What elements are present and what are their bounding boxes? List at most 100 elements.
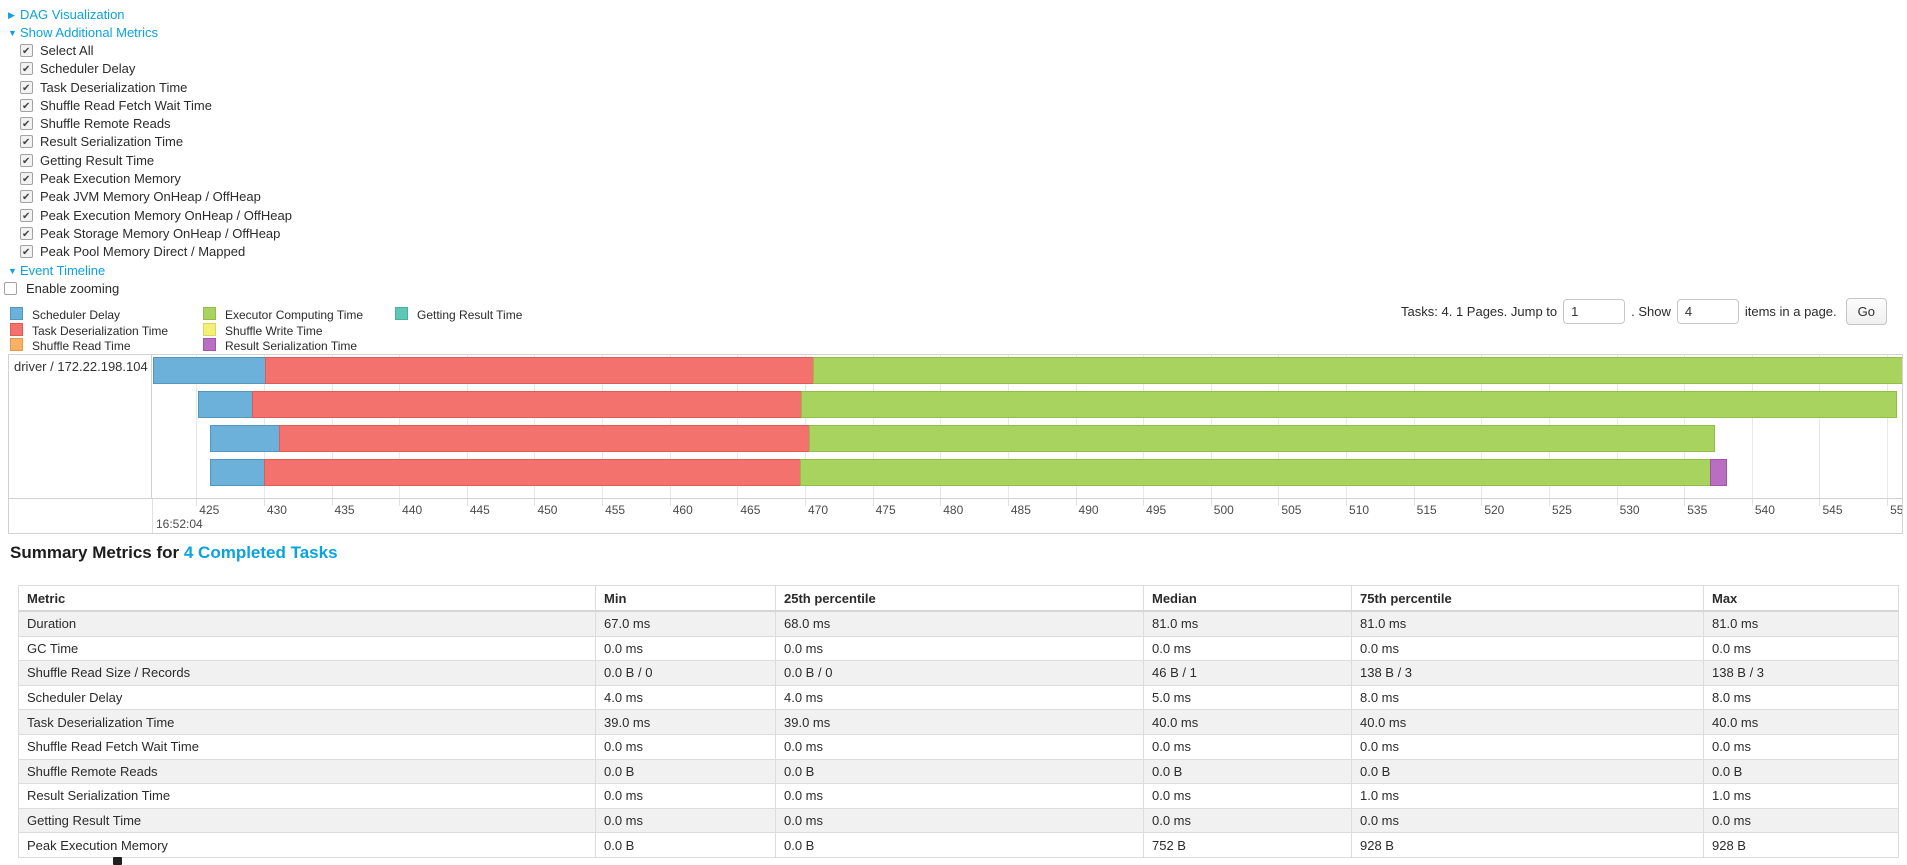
axis-tick-label: 535 bbox=[1687, 503, 1708, 517]
task-bar-segment-executor-computing[interactable] bbox=[813, 357, 1902, 384]
metric-value-cell: 0.0 ms bbox=[775, 635, 1144, 662]
metric-checkbox-item: Peak Execution Memory bbox=[20, 170, 292, 189]
metric-checkbox[interactable] bbox=[20, 189, 33, 208]
dag-visualization-toggle[interactable]: ▶ DAG Visualization bbox=[8, 6, 292, 24]
metric-value-cell: 138 B / 3 bbox=[1703, 660, 1899, 686]
legend-label: Executor Computing Time bbox=[225, 308, 364, 322]
jump-to-page-input[interactable] bbox=[1563, 298, 1626, 324]
metric-name-cell: GC Time bbox=[18, 635, 596, 662]
metric-checkbox-item: Peak JVM Memory OnHeap / OffHeap bbox=[20, 188, 292, 208]
metric-checkbox[interactable] bbox=[20, 61, 33, 80]
metric-checkbox[interactable] bbox=[20, 98, 33, 116]
metric-checkbox-item: Peak Execution Memory OnHeap / OffHeap bbox=[20, 207, 292, 226]
event-timeline-link[interactable]: Event Timeline bbox=[20, 262, 106, 278]
task-bar-segment-scheduler-delay[interactable] bbox=[209, 425, 281, 452]
legend-swatch-icon bbox=[10, 338, 23, 352]
metric-name-cell: Shuffle Read Fetch Wait Time bbox=[18, 733, 596, 760]
task-bar-segment-scheduler-delay[interactable] bbox=[209, 459, 266, 486]
metric-value-cell: 0.0 B bbox=[595, 832, 776, 858]
axis-tick bbox=[1413, 499, 1415, 506]
table-row: GC Time 0.0 ms 0.0 ms 0.0 ms 0.0 ms 0.0 ms bbox=[18, 635, 1899, 662]
table-header-cell: Max bbox=[1703, 585, 1899, 612]
show-additional-metrics-toggle[interactable]: ▼ Show Additional Metrics bbox=[8, 24, 292, 42]
axis-tick bbox=[466, 499, 468, 506]
table-header-cell: Median bbox=[1143, 585, 1352, 612]
metric-value-cell: 4.0 ms bbox=[595, 684, 776, 711]
timeline-bars-region: driver / 172.22.198.104 bbox=[9, 355, 1902, 498]
metric-checkbox-label: Result Serialization Time bbox=[40, 134, 184, 150]
metric-value-cell: 40.0 ms bbox=[1143, 709, 1352, 735]
task-bar-segment-result-serialization[interactable] bbox=[1709, 459, 1727, 486]
axis-tick-label: 440 bbox=[402, 503, 423, 517]
table-row: Duration 67.0 ms 68.0 ms 81.0 ms 81.0 ms 81.0… bbox=[18, 610, 1899, 637]
metric-value-cell: 0.0 ms bbox=[595, 733, 776, 760]
metric-checkbox-label: Scheduler Delay bbox=[40, 61, 136, 77]
axis-tick-label: 475 bbox=[875, 503, 896, 517]
axis-tick bbox=[1887, 499, 1889, 506]
enable-zooming-option: Enable zooming bbox=[4, 280, 292, 298]
table-row: Shuffle Read Size / Records 0.0 B / 0 0.0 … bbox=[18, 660, 1899, 686]
legend-item: Scheduler Delay bbox=[10, 307, 203, 323]
task-bar-segment-task-deserialization[interactable] bbox=[251, 391, 803, 418]
axis-tick bbox=[1143, 499, 1145, 506]
table-row: Peak Execution Memory 0.0 B 0.0 B 752 B 928 … bbox=[18, 832, 1899, 858]
task-bar-segment-task-deserialization[interactable] bbox=[263, 459, 802, 486]
metric-checkbox[interactable] bbox=[20, 171, 33, 189]
axis-tick-label: 435 bbox=[334, 503, 355, 517]
legend-label: Shuffle Write Time bbox=[225, 323, 323, 338]
metric-name-cell: Getting Result Time bbox=[18, 807, 596, 834]
table-header-row: Metric Min 25th percentile Median 75th perce… bbox=[18, 585, 1899, 612]
metric-checkbox[interactable] bbox=[20, 153, 33, 171]
metric-value-cell: 0.0 B bbox=[1703, 758, 1899, 785]
event-timeline-chart: driver / 172.22.198.104 16:52:04 425 430 4… bbox=[8, 354, 1903, 534]
event-timeline-toggle[interactable]: ▼ Event Timeline bbox=[8, 262, 292, 280]
axis-tick bbox=[399, 499, 401, 506]
metric-value-cell: 0.0 ms bbox=[775, 733, 1144, 760]
table-header-cell: Min bbox=[595, 585, 776, 612]
metric-value-cell: 138 B / 3 bbox=[1351, 660, 1704, 686]
task-bar-segment-task-deserialization[interactable] bbox=[278, 425, 812, 452]
metric-value-cell: 0.0 ms bbox=[595, 635, 776, 662]
metric-value-cell: 0.0 B bbox=[1143, 758, 1352, 785]
axis-area: 16:52:04 425 430 435 440 445 450 455 460 465 470 4… bbox=[153, 499, 1902, 533]
task-bar-segment-executor-computing[interactable] bbox=[800, 391, 1898, 418]
metric-value-cell: 8.0 ms bbox=[1703, 684, 1899, 711]
axis-tick-label: 425 bbox=[199, 503, 220, 517]
items-per-page-input[interactable] bbox=[1676, 298, 1739, 324]
table-header-cell: Metric bbox=[18, 585, 596, 612]
axis-tick bbox=[1819, 499, 1821, 506]
metric-value-cell: 4.0 ms bbox=[775, 684, 1144, 711]
metric-checkbox[interactable] bbox=[20, 80, 33, 98]
go-button[interactable]: Go bbox=[1845, 297, 1887, 325]
enable-zooming-checkbox[interactable] bbox=[4, 281, 17, 295]
axis-tick-label: 465 bbox=[740, 503, 761, 517]
metric-checkbox[interactable] bbox=[20, 116, 33, 134]
metric-value-cell: 39.0 ms bbox=[775, 709, 1144, 735]
show-additional-metrics-link[interactable]: Show Additional Metrics bbox=[20, 25, 159, 40]
metric-value-cell: 1.0 ms bbox=[1351, 783, 1704, 809]
task-bar-segment-scheduler-delay[interactable] bbox=[153, 357, 268, 384]
metric-checkbox-label: Peak Pool Memory Direct / Mapped bbox=[40, 244, 246, 260]
metric-checkbox[interactable] bbox=[20, 208, 33, 226]
metric-value-cell: 0.0 ms bbox=[595, 783, 776, 809]
metric-checkbox-item: Peak Storage Memory OnHeap / OffHeap bbox=[20, 225, 292, 244]
metric-checkbox[interactable] bbox=[20, 43, 33, 61]
metric-checkbox[interactable] bbox=[20, 134, 33, 153]
task-bar-segment-task-deserialization[interactable] bbox=[265, 357, 816, 384]
dag-visualization-link[interactable]: DAG Visualization bbox=[20, 7, 125, 22]
metric-checkbox[interactable] bbox=[20, 244, 33, 263]
table-row: Shuffle Remote Reads 0.0 B 0.0 B 0.0 B 0.0 B… bbox=[18, 758, 1899, 785]
axis-tick-label: 430 bbox=[266, 503, 287, 517]
axis-tick bbox=[263, 499, 265, 506]
axis-tick-label: 495 bbox=[1146, 503, 1167, 517]
task-bar-segment-scheduler-delay[interactable] bbox=[197, 391, 254, 418]
metrics-checkbox-list: Select All Scheduler Delay Task Deserializ… bbox=[8, 42, 292, 263]
completed-tasks-link[interactable]: 4 Completed Tasks bbox=[183, 543, 338, 562]
metric-checkbox[interactable] bbox=[20, 226, 33, 244]
task-bar-segment-executor-computing[interactable] bbox=[809, 425, 1715, 452]
metric-value-cell: 5.0 ms bbox=[1143, 684, 1352, 711]
axis-tick bbox=[1616, 499, 1618, 506]
metric-value-cell: 68.0 ms bbox=[775, 610, 1144, 637]
metric-name-cell: Shuffle Read Size / Records bbox=[18, 660, 596, 686]
task-bar-segment-executor-computing[interactable] bbox=[799, 459, 1712, 486]
